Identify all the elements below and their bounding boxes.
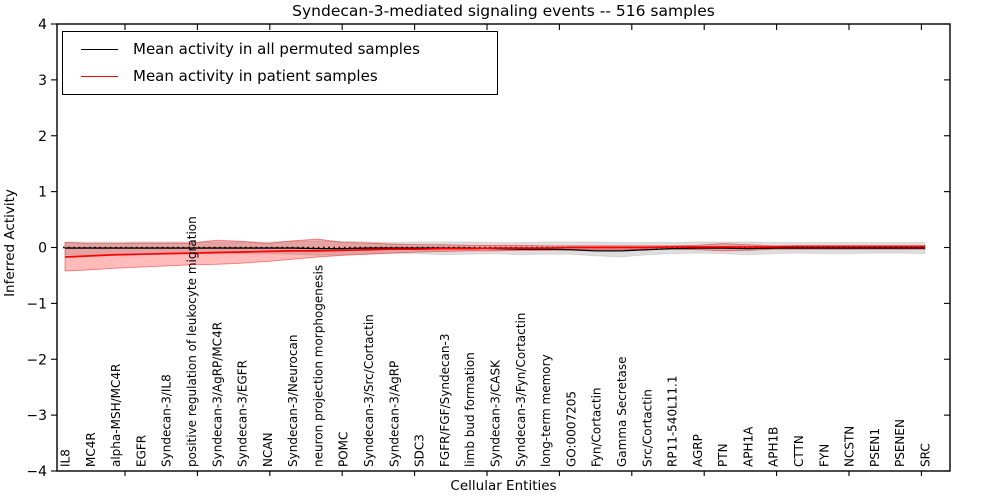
x-category-label: PSENEN [893, 419, 907, 467]
legend-label-patient: Mean activity in patient samples [133, 67, 378, 85]
y-tick-label: −2 [26, 352, 47, 368]
x-category-label: Syndecan-3/CASK [489, 359, 503, 467]
legend-line-sample-permuted [81, 48, 118, 50]
x-category-label: APH1A [741, 426, 755, 467]
x-category-label: NCSTN [843, 426, 857, 467]
x-category-label: PTN [716, 443, 730, 467]
x-category-label: EGFR [134, 435, 148, 467]
legend-item-permuted: Mean activity in all permuted samples [73, 40, 487, 58]
y-tick-label: −1 [26, 296, 47, 312]
legend-line-sample-patient [81, 75, 118, 77]
y-tick-label: 4 [38, 17, 47, 33]
y-tick-label: −3 [26, 408, 47, 424]
x-category-label: SDC3 [413, 434, 427, 467]
x-category-label: FGFR/FGF/Syndecan-3 [438, 334, 452, 467]
y-axis-label: Inferred Activity [2, 189, 18, 297]
x-category-label: FYN [817, 444, 831, 467]
x-category-label: GO:0007205 [564, 391, 578, 467]
y-tick-label: 1 [38, 185, 47, 201]
x-category-label: Syndecan-3/AgRP/MC4R [210, 322, 224, 467]
x-category-label: Syndecan-3/IL8 [160, 374, 174, 467]
x-category-label: limb bud formation [463, 352, 477, 467]
x-category-label: positive regulation of leukocyte migrati… [185, 216, 199, 467]
x-category-label: APH1B [767, 427, 781, 467]
y-tick-label: 0 [38, 241, 47, 257]
chart-title: Syndecan-3-mediated signaling events -- … [292, 2, 715, 20]
x-category-label: CTTN [792, 435, 806, 467]
y-tick-label: 2 [38, 129, 47, 145]
x-category-label: alpha-MSH/MC4R [109, 364, 123, 467]
x-category-label: PSEN1 [868, 428, 882, 467]
x-category-label: Syndecan-3/EGFR [236, 360, 250, 467]
x-category-label: Syndecan-3/AgRP [387, 361, 401, 467]
x-category-label: MC4R [84, 432, 98, 467]
x-category-label: Src/Cortactin [640, 389, 654, 467]
x-category-label: RP11-540L11.1 [666, 376, 680, 467]
x-category-label: POMC [337, 432, 351, 467]
legend: Mean activity in all permuted samples Me… [62, 31, 498, 95]
x-category-label: Syndecan-3/Fyn/Cortactin [514, 313, 528, 467]
x-category-label: AGRP [691, 434, 705, 467]
legend-item-patient: Mean activity in patient samples [73, 67, 487, 85]
x-category-label: Gamma Secretase [615, 356, 629, 467]
legend-label-permuted: Mean activity in all permuted samples [133, 40, 420, 58]
y-tick-label: −4 [26, 464, 47, 480]
y-tick-label: 3 [38, 73, 47, 89]
x-category-label: Syndecan-3/Neurocan [286, 335, 300, 467]
x-category-label: Syndecan-3/Src/Cortactin [362, 314, 376, 467]
x-category-label: IL8 [59, 449, 73, 467]
patient-mean-line [64, 245, 925, 258]
x-category-label: NCAN [261, 432, 275, 467]
x-axis-label: Cellular Entities [450, 478, 557, 494]
x-category-label: neuron projection morphogenesis [311, 265, 325, 467]
x-category-label: long-term memory [539, 354, 553, 467]
x-category-label: Fyn/Cortactin [590, 387, 604, 467]
x-category-label: SRC [919, 443, 933, 467]
